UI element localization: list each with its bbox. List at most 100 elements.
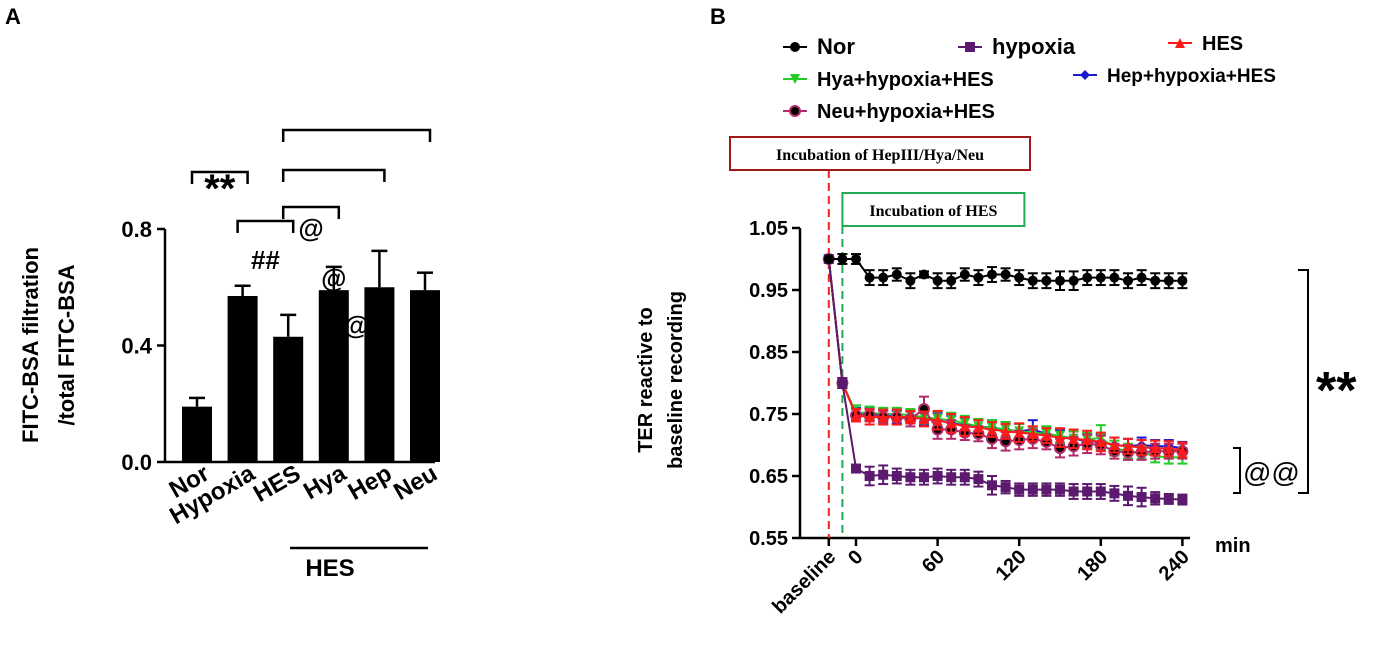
panel-b-chart: Nor hypoxia HES Hya+hypoxia+HES Hep+hypoxia+… bbox=[635, 33, 1357, 618]
panel-b-data-point bbox=[1150, 443, 1161, 454]
panel-b-data-point bbox=[1055, 275, 1065, 286]
panel-b-ytick-label: 0.95 bbox=[749, 280, 788, 302]
panel-b-data-point bbox=[946, 418, 957, 429]
panel-b-legend-label: hypoxia bbox=[992, 34, 1076, 59]
panel-b-data-point bbox=[891, 412, 902, 423]
panel-b-data-point bbox=[1055, 484, 1065, 495]
panel-b-x-unit: min bbox=[1215, 535, 1251, 557]
panel-b-data-point bbox=[1163, 493, 1174, 504]
panel-b-data-point bbox=[1109, 488, 1120, 499]
panel-b-data-point bbox=[1136, 492, 1147, 503]
panel-b-data-point bbox=[1055, 432, 1065, 443]
panel-b-ytick-label: 0.55 bbox=[749, 528, 788, 550]
panel-a-significance-bracket bbox=[281, 128, 432, 142]
panel-b-data-point bbox=[851, 254, 861, 264]
panel-b-data-point bbox=[1150, 275, 1161, 286]
panel-a-ytick-label: 0.4 bbox=[121, 334, 152, 359]
panel-b-data-point bbox=[823, 254, 834, 264]
panel-b-ytick-label: 0.75 bbox=[749, 404, 788, 426]
panel-a-significance-label: @ bbox=[298, 213, 323, 243]
panel-b-data-point bbox=[973, 272, 984, 283]
panel-a-significance-label: ** bbox=[204, 167, 236, 211]
panel-b-data-point bbox=[905, 275, 916, 286]
panel-b-data-point bbox=[1014, 484, 1025, 495]
panel-b-data-point bbox=[1027, 428, 1038, 439]
panel-b-series-nor bbox=[823, 253, 1188, 291]
panel-b-data-point bbox=[1082, 435, 1093, 446]
panel-b-data-point bbox=[919, 269, 929, 280]
panel-a-bar bbox=[410, 290, 440, 462]
panel-a-ylabel-line1: FITC-BSA filtration bbox=[18, 247, 43, 443]
panel-b-data-point bbox=[1080, 70, 1090, 80]
panel-a-significance-bracket bbox=[281, 205, 341, 219]
panel-b-data-point bbox=[1136, 442, 1147, 453]
panel-b-data-point bbox=[1136, 272, 1147, 283]
panel-a-significance-label: ## bbox=[251, 245, 280, 275]
panel-b-data-point bbox=[1177, 444, 1188, 455]
panel-b-data-point bbox=[1068, 486, 1079, 497]
panel-b-data-point bbox=[973, 474, 984, 485]
panel-b-ytick-label: 0.85 bbox=[749, 342, 788, 364]
panel-b-data-point bbox=[1163, 443, 1174, 454]
panel-b-data-point bbox=[1109, 272, 1120, 283]
panel-b-data-point bbox=[1000, 482, 1011, 493]
panel-a-bar bbox=[318, 290, 349, 462]
panel-b-legend-label: Nor bbox=[817, 34, 855, 59]
panel-b-data-point bbox=[1082, 486, 1093, 497]
panel-a-significance-bracket bbox=[236, 219, 295, 233]
panel-b-data-point bbox=[1095, 272, 1106, 283]
panel-b-significance-bracket-nor bbox=[1298, 269, 1309, 494]
panel-b-data-point bbox=[1014, 427, 1025, 438]
panel-a-bar bbox=[273, 336, 304, 462]
panel-b-data-point bbox=[905, 472, 916, 483]
panel-b-data-point bbox=[837, 378, 848, 388]
panel-b-data-point bbox=[1041, 275, 1052, 286]
panel-b-data-point bbox=[878, 469, 889, 480]
panel-a-bar bbox=[227, 295, 258, 462]
panel-a-significance-label: @ bbox=[321, 263, 346, 293]
panel-b-significance-bracket-group bbox=[1233, 447, 1241, 494]
panel-b-data-point bbox=[1041, 430, 1052, 441]
panel-b-data-point bbox=[1177, 275, 1188, 286]
panel-b-data-point bbox=[1082, 272, 1093, 283]
panel-b-data-point bbox=[790, 74, 800, 84]
panel-b-data-point bbox=[1150, 493, 1161, 504]
panel-b-data-point bbox=[919, 413, 929, 424]
panel-label-b: B bbox=[710, 4, 726, 29]
panel-b-series-hes bbox=[823, 254, 1188, 459]
panel-b-data-point bbox=[1027, 275, 1038, 286]
panel-b-data-point bbox=[789, 105, 801, 117]
panel-b-data-point bbox=[1095, 436, 1106, 447]
panel-b-data-point bbox=[932, 415, 943, 426]
panel-b-data-point bbox=[1000, 426, 1011, 437]
panel-a-ytick-label: 0.0 bbox=[121, 450, 152, 475]
panel-a-significance-bracket bbox=[281, 168, 386, 182]
panel-b-data-point bbox=[837, 254, 848, 264]
panel-b-data-point bbox=[932, 471, 943, 481]
panel-b-data-point bbox=[891, 269, 902, 280]
panel-b-incubation-box-2 bbox=[841, 192, 1026, 227]
panel-b-ytick-label: 0.65 bbox=[749, 466, 788, 488]
panel-b-data-point bbox=[932, 275, 943, 286]
panel-b-incubation-box-1 bbox=[729, 136, 1031, 171]
panel-a-bar bbox=[182, 406, 212, 462]
panel-b-data-point bbox=[987, 269, 997, 280]
panel-b-data-point bbox=[878, 272, 889, 283]
panel-b-xtick-label: 120 bbox=[992, 546, 1031, 585]
panel-a-category-label: Neu bbox=[389, 460, 442, 506]
panel-b-xtick-label: 180 bbox=[1073, 546, 1112, 585]
panel-b-ylabel-line1: TER reactive to bbox=[635, 307, 657, 453]
panel-b-incubation-text-2: Incubation of HES bbox=[869, 203, 997, 220]
panel-b-data-point bbox=[946, 472, 957, 483]
panel-a-bar bbox=[364, 287, 395, 462]
panel-label-a: A bbox=[5, 4, 21, 29]
panel-a-significance-bracket bbox=[190, 170, 249, 184]
panel-b-series-line bbox=[827, 258, 1183, 501]
panel-b-data-point bbox=[851, 463, 861, 474]
panel-a-group-label: HES bbox=[305, 555, 354, 582]
panel-b-xtick-label: 60 bbox=[918, 546, 949, 577]
panel-b-legend-label: Neu+hypoxia+HES bbox=[817, 101, 995, 123]
panel-b-legend-label: HES bbox=[1202, 33, 1243, 55]
panel-b-data-point bbox=[1123, 441, 1133, 452]
